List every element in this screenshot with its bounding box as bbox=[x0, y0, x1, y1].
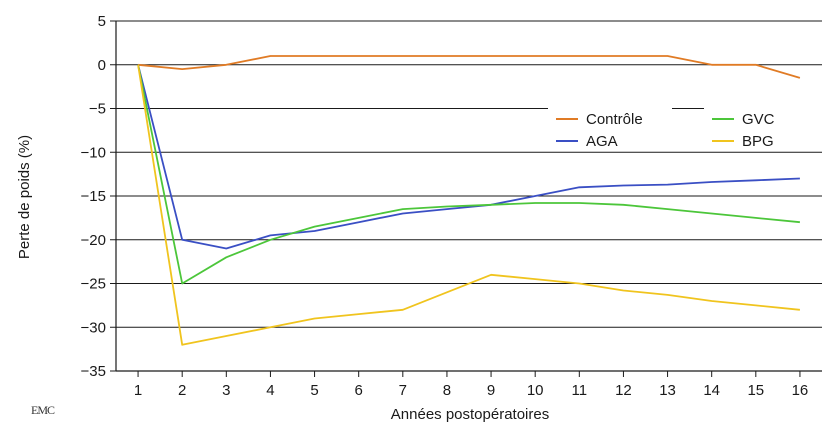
y-axis-title: Perte de poids (%) bbox=[16, 135, 33, 259]
y-tick-label: 5 bbox=[98, 13, 106, 30]
y-tick-label: −15 bbox=[81, 188, 106, 205]
x-tick-label: 6 bbox=[355, 382, 363, 399]
legend-item-bg bbox=[704, 105, 826, 125]
x-tick-label: 4 bbox=[266, 382, 274, 399]
x-tick-label: 2 bbox=[178, 382, 186, 399]
series-line-aga bbox=[137, 64, 800, 250]
x-tick-label: 1 bbox=[134, 382, 142, 399]
x-tick-label: 9 bbox=[487, 382, 495, 399]
legend-item-bg bbox=[548, 127, 672, 147]
x-axis-title: Années postopératoires bbox=[391, 406, 549, 423]
x-tick-label: 12 bbox=[615, 382, 632, 399]
y-tick-label: −5 bbox=[89, 101, 106, 118]
legend-label-gvc: GVC bbox=[742, 111, 775, 128]
x-tick-label: 11 bbox=[572, 382, 588, 399]
y-tick-label: −30 bbox=[81, 319, 106, 336]
x-tick-label: 3 bbox=[222, 382, 230, 399]
y-tick-label: −10 bbox=[81, 144, 106, 161]
y-tick-label: −35 bbox=[81, 363, 106, 380]
x-tick-label: 8 bbox=[443, 382, 451, 399]
axes: 50−5−10−15−20−25−30−351 2 3 4 5 6 7 8 9 10 11 12 13 1… bbox=[81, 13, 822, 399]
x-tick-label: 15 bbox=[747, 382, 764, 399]
x-tick-label: 5 bbox=[310, 382, 318, 399]
series-line-gvc bbox=[137, 64, 800, 285]
emc-logo: EMC bbox=[31, 403, 55, 417]
x-tick-label: 10 bbox=[527, 382, 544, 399]
y-tick-label: −25 bbox=[81, 276, 106, 293]
series-line-contrôle bbox=[138, 55, 801, 79]
x-tick-label: 13 bbox=[659, 382, 676, 399]
x-tick-label: 16 bbox=[792, 382, 809, 399]
x-tick-label: 14 bbox=[703, 382, 720, 399]
legend-label-bpg: BPG bbox=[742, 133, 774, 150]
legend-label-contrôle: Contrôle bbox=[586, 111, 643, 128]
y-tick-label: −20 bbox=[81, 232, 106, 249]
legend-item-bg bbox=[548, 105, 672, 125]
grid-lines bbox=[116, 20, 822, 372]
x-tick-label: 7 bbox=[399, 382, 407, 399]
series-lines bbox=[137, 55, 801, 346]
legend-label-aga: AGA bbox=[586, 133, 618, 150]
y-tick-label: 0 bbox=[98, 57, 106, 74]
series-line-bpg bbox=[137, 64, 800, 346]
legend: Contrôle GVC AGA BPG bbox=[548, 105, 826, 150]
legend-item-bg bbox=[704, 127, 826, 147]
